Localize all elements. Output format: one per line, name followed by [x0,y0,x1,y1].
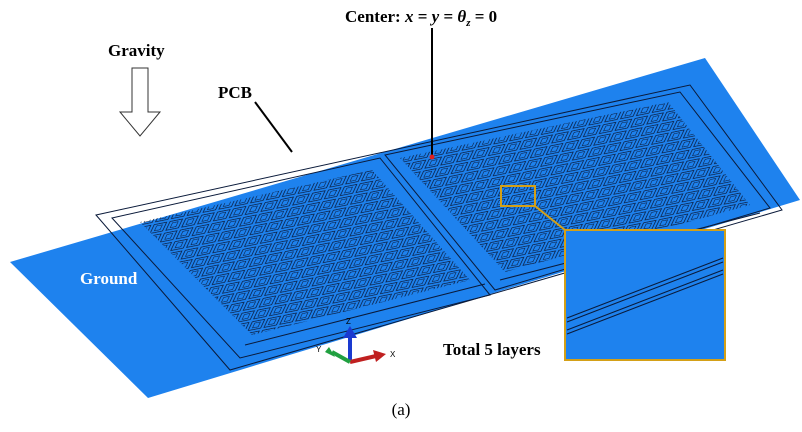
text: θ [457,7,466,26]
axis-x-label: X [390,350,396,359]
ground-label: Ground [80,269,138,288]
text: Center: [345,7,405,26]
text: y [430,7,440,26]
pcb-label: PCB [218,83,252,102]
caption: (a) [392,400,411,419]
gravity-arrow [120,68,160,136]
gravity-label: Gravity [108,41,165,60]
inset [565,230,725,360]
axis-y [332,352,350,362]
axis-z-label: Z [346,317,351,326]
center-point [430,155,435,160]
axis-x [350,356,376,362]
center-label: Center: x = y = θz = 0 [345,7,497,29]
text: = [413,7,431,26]
figure: Gravity PCB Center: x = y = θz = 0 Total… [0,0,802,432]
text: = 0 [470,7,497,26]
axis-y-label: Y [316,345,322,354]
text: x [404,7,414,26]
text: = [439,7,457,26]
pcb-pointer [255,102,292,152]
layers-label: Total 5 layers [443,340,541,359]
axis-x-head [373,350,386,362]
